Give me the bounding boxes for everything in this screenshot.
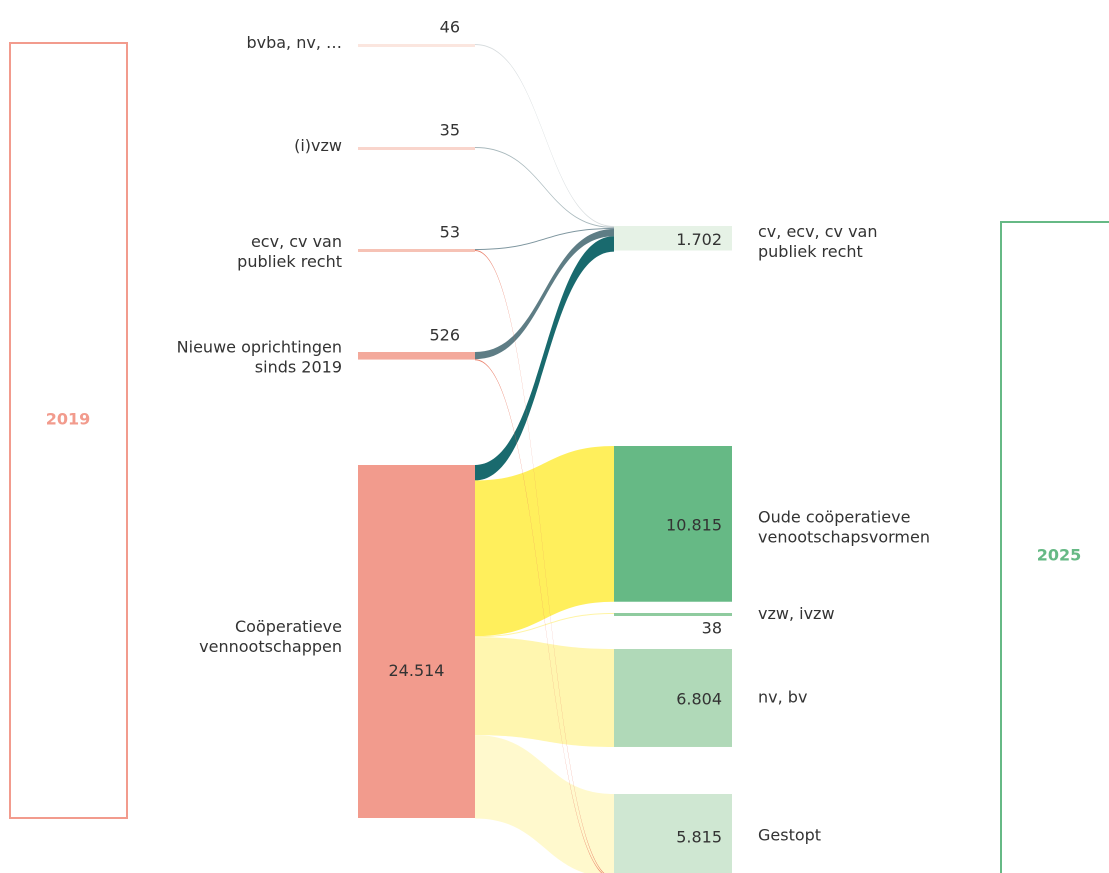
link (475, 446, 614, 637)
node (614, 649, 732, 747)
stage-label: 2019 (46, 410, 91, 429)
node-label: bvba, nv, … (246, 33, 342, 52)
node-label: Oude coöperatieve (758, 507, 910, 526)
link (475, 735, 614, 873)
node (358, 465, 475, 819)
value-label: 526 (429, 326, 460, 345)
node-label: Nieuwe oprichtingen (177, 337, 342, 356)
node-label: cv, ecv, cv van (758, 222, 877, 241)
link (475, 236, 614, 481)
node (358, 249, 475, 252)
link (475, 44, 614, 227)
node-label: vennootschappen (199, 637, 342, 656)
value-label: 46 (440, 18, 460, 37)
stage-box (1000, 221, 1109, 873)
value-label: 53 (440, 223, 460, 242)
node-label: ecv, cv van (251, 232, 342, 251)
link (475, 229, 614, 360)
value-label: 5.815 (676, 827, 722, 846)
node-label: nv, bv (758, 687, 807, 706)
node (358, 44, 475, 47)
link (475, 637, 614, 747)
node (614, 446, 732, 602)
node-label: vzw, ivzw (758, 604, 835, 623)
node (614, 226, 732, 251)
node (358, 147, 475, 150)
link (475, 147, 614, 228)
node-label: venootschapsvormen (758, 527, 930, 546)
value-label: 6.804 (676, 689, 722, 708)
value-label: 1.702 (676, 230, 722, 249)
node-label: publiek recht (758, 242, 863, 261)
node-label: publiek recht (237, 252, 342, 271)
value-label: 24.514 (389, 661, 445, 680)
value-label: 10.815 (666, 515, 722, 534)
link (475, 613, 614, 638)
value-label: 35 (440, 121, 460, 140)
stage-box (9, 42, 128, 819)
link (475, 228, 614, 250)
node-label: Coöperatieve (235, 617, 342, 636)
node-label: (i)vzw (294, 136, 342, 155)
node-label: Gestopt (758, 825, 821, 844)
node (358, 352, 475, 360)
stage-label: 2025 (1037, 546, 1082, 565)
node (614, 613, 732, 616)
node (614, 794, 732, 873)
node-label: sinds 2019 (255, 357, 342, 376)
value-label: 38 (702, 619, 722, 638)
